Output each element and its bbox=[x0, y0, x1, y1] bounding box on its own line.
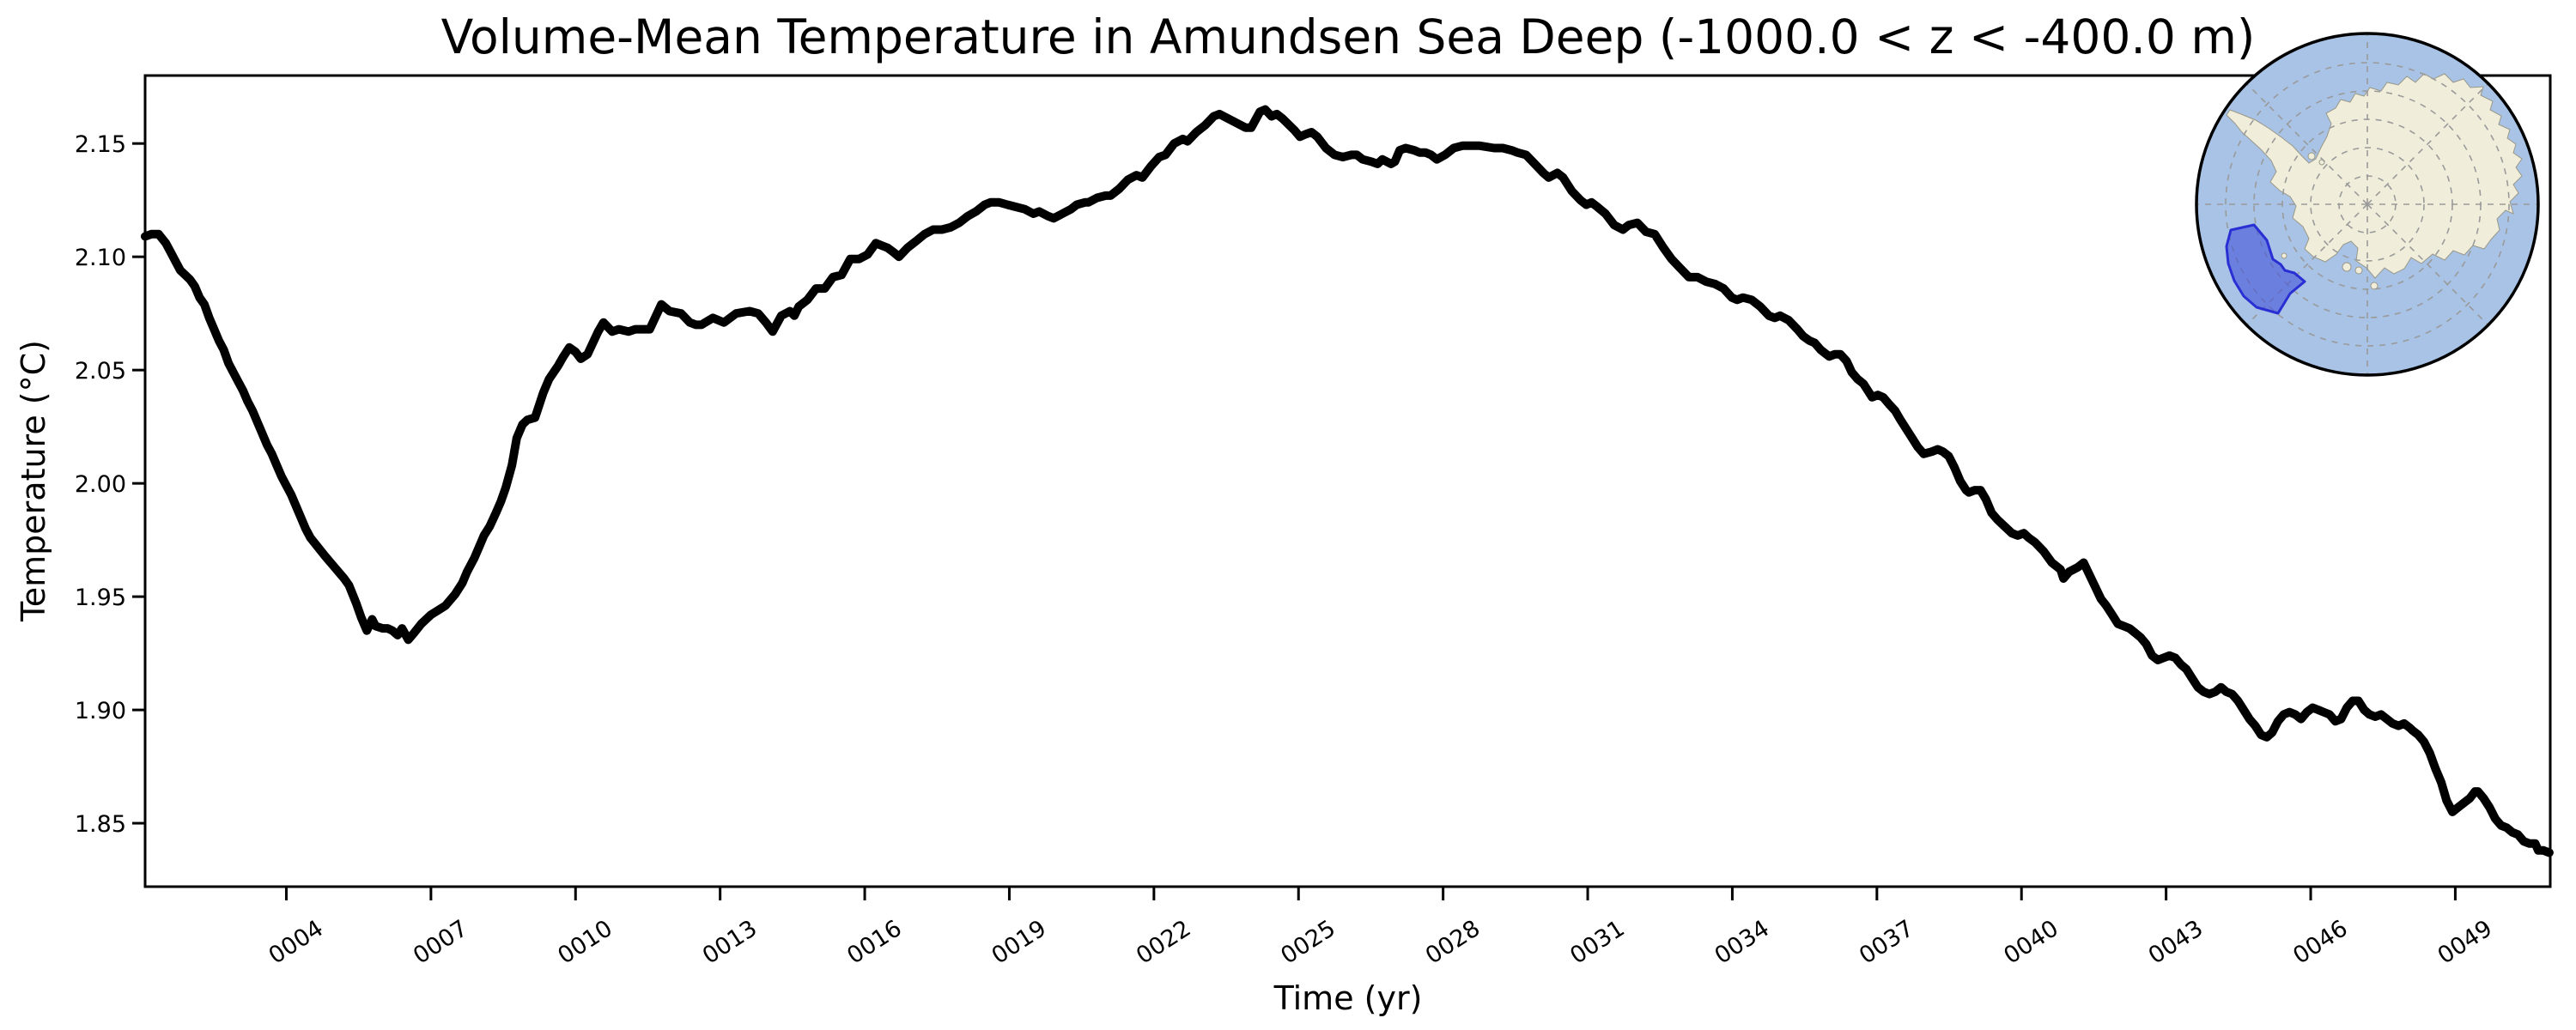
graticule-meridian bbox=[2245, 82, 2368, 205]
x-tick-label: 0004 bbox=[264, 915, 329, 969]
x-tick-label: 0034 bbox=[1710, 915, 1775, 969]
x-tick-label: 0040 bbox=[1999, 915, 2063, 969]
x-tick-label: 0031 bbox=[1565, 915, 1630, 969]
y-tick-label: 1.85 bbox=[75, 811, 126, 838]
islet bbox=[2354, 266, 2363, 275]
x-tick-label: 0025 bbox=[1276, 915, 1340, 969]
islet bbox=[2281, 252, 2287, 259]
x-tick-label: 0049 bbox=[2433, 915, 2498, 969]
y-axis-ticks: 1.85 1.90 1.95 2.00 2.05 2.10 2.15 bbox=[75, 131, 145, 838]
x-tick-label: 0007 bbox=[409, 915, 473, 969]
graticule-parallel bbox=[2310, 147, 2425, 262]
plot-area-border bbox=[143, 74, 2552, 888]
antarctica-inset-map bbox=[2195, 32, 2540, 377]
islet bbox=[2370, 282, 2379, 290]
y-tick-label: 2.15 bbox=[75, 131, 126, 158]
amundsen-sea-highlight-region bbox=[2225, 223, 2306, 315]
x-tick-label: 0010 bbox=[553, 915, 617, 969]
x-tick-label: 0046 bbox=[2288, 915, 2353, 969]
islet bbox=[2342, 262, 2352, 272]
islet bbox=[2307, 152, 2316, 161]
y-axis-label: Temperature (°C) bbox=[15, 340, 52, 622]
x-axis-ticks: 0004 0007 0010 0013 0016 0019 0022 0025 0028 0031… bbox=[264, 887, 2497, 970]
graticule-meridian bbox=[2245, 203, 2368, 326]
chart-title: Volume-Mean Temperature in Amundsen Sea … bbox=[441, 9, 2256, 64]
map-border bbox=[2195, 32, 2540, 377]
x-tick-label: 0028 bbox=[1421, 915, 1485, 969]
x-axis-label: Time (yr) bbox=[1273, 979, 1423, 1017]
temperature-series-line bbox=[141, 105, 2554, 857]
y-tick-label: 2.05 bbox=[75, 358, 126, 385]
map-contents bbox=[2196, 33, 2538, 375]
temperature-line bbox=[141, 105, 2554, 857]
y-tick-label: 1.90 bbox=[75, 698, 126, 724]
graticule-meridian bbox=[2366, 203, 2489, 326]
antarctica-landmass bbox=[2226, 73, 2523, 279]
x-tick-label: 0019 bbox=[987, 915, 1052, 969]
graticule-meridian bbox=[2366, 82, 2489, 205]
x-tick-label: 0016 bbox=[842, 915, 907, 969]
x-tick-label: 0043 bbox=[2144, 915, 2208, 969]
x-tick-label: 0037 bbox=[1855, 915, 1919, 969]
y-tick-label: 1.95 bbox=[75, 585, 126, 611]
y-tick-label: 2.00 bbox=[75, 471, 126, 498]
x-tick-label: 0022 bbox=[1132, 915, 1196, 969]
x-tick-label: 0013 bbox=[698, 915, 762, 969]
y-tick-label: 2.10 bbox=[75, 245, 126, 271]
graticule-parallel bbox=[2225, 62, 2510, 347]
